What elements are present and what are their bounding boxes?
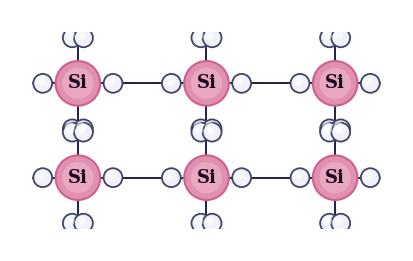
Circle shape	[293, 171, 302, 180]
Circle shape	[334, 31, 343, 40]
Circle shape	[74, 120, 93, 138]
Circle shape	[65, 125, 75, 134]
Circle shape	[62, 68, 93, 99]
Text: Si: Si	[68, 169, 88, 187]
Circle shape	[104, 74, 123, 93]
Circle shape	[290, 168, 309, 187]
Circle shape	[162, 168, 181, 187]
Circle shape	[192, 123, 210, 141]
Circle shape	[194, 122, 203, 131]
Circle shape	[203, 120, 221, 138]
Circle shape	[194, 216, 203, 226]
Circle shape	[63, 28, 82, 47]
Circle shape	[203, 123, 221, 141]
Circle shape	[194, 125, 203, 134]
Circle shape	[191, 162, 222, 193]
Circle shape	[363, 171, 373, 180]
Text: Si: Si	[325, 74, 345, 92]
Circle shape	[192, 28, 210, 47]
Circle shape	[184, 155, 229, 200]
Circle shape	[205, 122, 214, 131]
Circle shape	[106, 171, 115, 180]
Circle shape	[74, 214, 93, 233]
Circle shape	[194, 31, 203, 40]
Circle shape	[76, 122, 86, 131]
Circle shape	[331, 123, 350, 141]
Circle shape	[320, 28, 339, 47]
Circle shape	[361, 74, 380, 93]
Circle shape	[232, 168, 251, 187]
Text: Si: Si	[325, 169, 345, 187]
Circle shape	[361, 168, 380, 187]
Circle shape	[331, 28, 350, 47]
Circle shape	[63, 123, 82, 141]
Circle shape	[320, 68, 351, 99]
Circle shape	[331, 214, 350, 233]
Circle shape	[320, 162, 351, 193]
Circle shape	[33, 74, 52, 93]
Circle shape	[320, 214, 339, 233]
Circle shape	[192, 120, 210, 138]
Text: Si: Si	[68, 74, 88, 92]
Circle shape	[205, 125, 214, 134]
Circle shape	[290, 74, 309, 93]
Circle shape	[334, 125, 343, 134]
Circle shape	[63, 120, 82, 138]
Circle shape	[76, 125, 86, 134]
Circle shape	[63, 214, 82, 233]
Circle shape	[334, 122, 343, 131]
Circle shape	[74, 123, 93, 141]
Circle shape	[323, 122, 332, 131]
Circle shape	[56, 61, 100, 106]
Circle shape	[33, 168, 52, 187]
Circle shape	[320, 123, 339, 141]
Circle shape	[184, 61, 229, 106]
Circle shape	[104, 168, 123, 187]
Circle shape	[205, 31, 214, 40]
Circle shape	[76, 31, 86, 40]
Circle shape	[293, 76, 302, 86]
Circle shape	[56, 155, 100, 200]
Circle shape	[76, 216, 86, 226]
Text: Si: Si	[197, 74, 216, 92]
Text: Si: Si	[197, 169, 216, 187]
Circle shape	[235, 76, 244, 86]
Circle shape	[323, 125, 332, 134]
Circle shape	[74, 28, 93, 47]
Circle shape	[192, 214, 210, 233]
Circle shape	[313, 61, 357, 106]
Circle shape	[232, 74, 251, 93]
Circle shape	[36, 171, 45, 180]
Circle shape	[331, 120, 350, 138]
Circle shape	[313, 155, 357, 200]
Circle shape	[334, 216, 343, 226]
Circle shape	[191, 68, 222, 99]
Circle shape	[36, 76, 45, 86]
Circle shape	[205, 216, 214, 226]
Circle shape	[203, 28, 221, 47]
Circle shape	[65, 122, 75, 131]
Circle shape	[106, 76, 115, 86]
Circle shape	[235, 171, 244, 180]
Circle shape	[164, 76, 174, 86]
Circle shape	[320, 120, 339, 138]
Circle shape	[323, 216, 332, 226]
Circle shape	[164, 171, 174, 180]
Circle shape	[65, 31, 75, 40]
Circle shape	[65, 216, 75, 226]
Circle shape	[363, 76, 373, 86]
Circle shape	[323, 31, 332, 40]
Circle shape	[162, 74, 181, 93]
Circle shape	[203, 214, 221, 233]
Circle shape	[62, 162, 93, 193]
